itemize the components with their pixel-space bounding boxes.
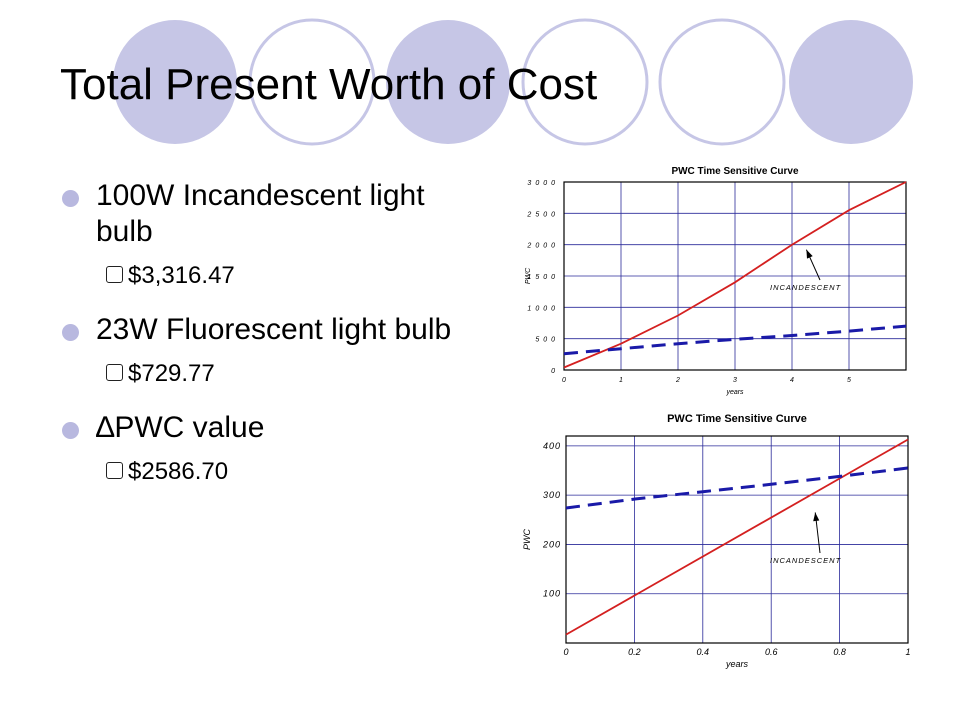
y-axis-label: PWC (522, 529, 532, 550)
y-axis-label: PWC (525, 267, 532, 284)
chart-title: PWC Time Sensitive Curve (671, 166, 799, 177)
x-tick-label: 5 (847, 377, 851, 384)
bullet-dot-icon (62, 422, 79, 439)
deco-circle (248, 18, 376, 146)
y-tick-label: 3000 (527, 180, 559, 187)
x-tick-label: 0.8 (833, 647, 846, 657)
bullet-dot-icon (62, 190, 79, 207)
hollow-square-icon (106, 364, 123, 381)
bullet-item: 23W Fluorescent light bulb (62, 312, 482, 348)
hollow-square-icon (106, 266, 123, 283)
y-tick-label: 300 (543, 490, 561, 500)
x-tick-label: 0.4 (697, 647, 710, 657)
sub-bullet-text: $3,316.47 (128, 262, 235, 289)
y-tick-label: 400 (543, 441, 561, 451)
annotation-arrow-head (806, 249, 813, 259)
deco-circle (386, 20, 510, 144)
plot-frame (563, 181, 907, 371)
bullet-dot-icon (62, 324, 79, 341)
sub-bullet-item: $729.77 (62, 360, 482, 388)
chart-title: PWC Time Sensitive Curve (667, 413, 807, 425)
bullet-item: 100W Incandescent light bulb (62, 178, 482, 250)
bullet-text: 23W Fluorescent light bulb (96, 313, 452, 346)
deco-circle (113, 20, 237, 144)
hollow-square-icon (106, 462, 123, 479)
annotation-label: INCANDESCENT (770, 283, 842, 292)
x-tick-label: 1 (619, 377, 623, 384)
x-tick-label: 0.2 (628, 647, 641, 657)
sub-bullet-text: $729.77 (128, 360, 215, 387)
bullet-text: ∆PWC value (96, 411, 265, 444)
y-tick-label: 2500 (526, 211, 559, 218)
sub-bullet-item: $3,316.47 (62, 262, 482, 290)
x-tick-label: 4 (790, 377, 794, 384)
bullet-text: 100W Incandescent light bulb (96, 179, 425, 248)
annotation-label: INCANDESCENT (770, 556, 842, 565)
annotation-arrow-head (813, 512, 820, 522)
bullet-list: 100W Incandescent light bulb $3,316.47 2… (62, 178, 482, 508)
y-tick-label: 1500 (527, 274, 559, 281)
y-tick-label: 500 (535, 337, 559, 344)
solid-series-line (563, 181, 907, 369)
y-tick-label: 1000 (527, 305, 559, 312)
x-tick-label: 0 (563, 647, 568, 657)
sub-bullet-item: $2586.70 (62, 458, 482, 486)
dashed-series-line (565, 466, 909, 510)
y-tick-label: 100 (543, 589, 561, 599)
plot-frame (565, 435, 909, 644)
x-tick-label: 0.6 (765, 647, 778, 657)
deco-circle (789, 20, 913, 144)
decorative-circles (113, 18, 913, 146)
bullet-item: ∆PWC value (62, 410, 482, 446)
x-tick-label: 0 (562, 377, 566, 384)
x-tick-label: 3 (733, 377, 737, 384)
x-tick-label: 2 (675, 377, 680, 384)
slide-title: Total Present Worth of Cost (60, 60, 598, 109)
deco-circle (521, 18, 649, 146)
dashed-series-line (563, 324, 907, 356)
sub-bullet-text: $2586.70 (128, 458, 229, 485)
pwc-chart-years-0-6: PWC Time Sensitive Curve 0 1 2 3 4 5 0 500 1000 15… (525, 166, 907, 396)
x-tick-label: 1 (905, 647, 910, 657)
deco-circle (658, 18, 786, 146)
x-axis-label: years (725, 659, 749, 669)
x-axis-label: years (725, 389, 744, 396)
y-tick-label: 200 (542, 539, 561, 549)
y-tick-label: 2000 (526, 243, 559, 250)
solid-series-line (565, 438, 909, 636)
y-tick-label: 0 (551, 368, 559, 375)
pwc-chart-years-0-1: PWC Time Sensitive Curve 0 0.2 0.4 0.6 0.8 1 10… (522, 413, 911, 669)
